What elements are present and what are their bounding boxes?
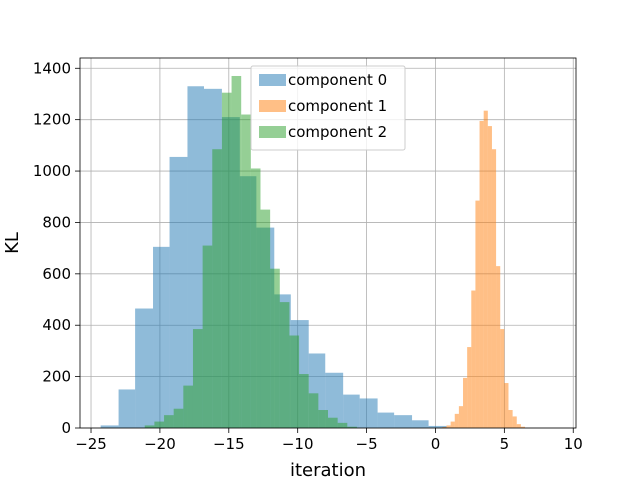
x-tick-label: 5 <box>500 435 510 453</box>
histogram-bar <box>450 421 455 428</box>
y-tick-label: 1400 <box>33 59 71 77</box>
histogram-bar <box>279 302 290 428</box>
histogram-bar <box>520 426 526 428</box>
y-tick-label: 800 <box>42 213 71 231</box>
histogram-bar <box>516 424 521 428</box>
histogram-bar <box>328 417 338 428</box>
x-axis: −25 −20 −15 −10 −5 0 5 10 <box>75 428 583 453</box>
histogram-bar <box>479 120 484 428</box>
histogram-bar <box>428 425 447 428</box>
histogram-bar <box>325 372 344 428</box>
legend-swatch <box>259 126 286 138</box>
histogram-bar <box>412 420 429 428</box>
y-tick-label: 400 <box>42 316 71 334</box>
histogram-bar <box>153 246 170 428</box>
histogram-bar <box>260 209 271 428</box>
legend-box <box>250 65 406 151</box>
series-2 <box>144 75 357 429</box>
histogram-bar <box>475 200 480 428</box>
series-1 <box>442 110 526 429</box>
histogram-bar <box>118 389 136 428</box>
histogram-bar <box>343 394 360 428</box>
histogram-bar <box>446 425 451 428</box>
legend-swatch <box>259 100 286 112</box>
histogram-bar <box>183 385 193 428</box>
histogram-bar <box>154 421 165 428</box>
x-axis-label: iteration <box>290 460 366 480</box>
y-tick-label: 600 <box>42 265 71 283</box>
x-tick-label: 0 <box>431 435 441 453</box>
y-tick-label: 0 <box>61 419 71 437</box>
histogram-bar <box>318 410 328 428</box>
legend-label: component 0 <box>288 71 387 89</box>
histogram-bar <box>299 374 309 428</box>
histogram-bars <box>100 75 526 429</box>
legend-swatch <box>259 74 286 86</box>
histogram-bar <box>202 245 213 428</box>
histogram-bar <box>508 410 513 428</box>
histogram-bar <box>164 415 174 428</box>
x-tick-label: −20 <box>144 435 176 453</box>
histogram-bar <box>487 126 492 429</box>
histogram-bar <box>144 425 155 428</box>
histogram-bar <box>308 393 319 428</box>
histogram-bar <box>500 329 505 428</box>
histogram-bar <box>241 114 251 429</box>
legend: component 0 component 1 component 2 <box>250 65 406 151</box>
histogram-bar <box>463 377 468 428</box>
x-tick-label: −5 <box>356 435 378 453</box>
histogram-bar <box>467 347 472 428</box>
histogram-bar <box>169 156 188 428</box>
histogram-bar <box>231 75 242 428</box>
plot-frame <box>79 57 577 429</box>
histogram-bar <box>100 425 119 428</box>
y-axis-label: KL <box>2 232 23 254</box>
histogram-bar <box>504 383 509 428</box>
legend-label: component 2 <box>288 123 387 141</box>
histogram-bar <box>359 398 378 428</box>
histogram-bar <box>250 168 261 428</box>
histogram-bar <box>458 406 464 428</box>
x-tick-label: 10 <box>564 435 583 453</box>
histogram-bar <box>337 422 348 428</box>
histogram-bar <box>135 308 154 428</box>
histogram-bar <box>173 408 184 428</box>
histogram-bar <box>512 416 517 428</box>
histogram-bar <box>377 412 395 428</box>
histogram-bar <box>347 426 357 428</box>
histogram-bar <box>471 290 476 428</box>
legend-label: component 1 <box>288 97 387 115</box>
x-tick-label: −10 <box>282 435 314 453</box>
histogram-bar <box>483 110 488 428</box>
histogram-bar <box>491 149 497 428</box>
histogram-bar <box>442 426 447 428</box>
y-axis: 0 200 400 600 800 1000 1200 1400 <box>33 59 80 437</box>
histogram-bar <box>496 266 501 428</box>
histogram-bar <box>289 335 300 428</box>
histogram-bar <box>270 268 280 428</box>
histogram-bar <box>212 149 222 428</box>
y-tick-label: 1200 <box>33 111 71 129</box>
histogram-bar <box>454 413 459 428</box>
histogram-bar <box>221 92 232 428</box>
x-tick-label: −25 <box>75 435 107 453</box>
y-tick-label: 200 <box>42 368 71 386</box>
histogram-bar <box>394 415 413 428</box>
y-tick-label: 1000 <box>33 162 71 180</box>
histogram-bar <box>192 329 203 428</box>
x-tick-label: −15 <box>213 435 245 453</box>
